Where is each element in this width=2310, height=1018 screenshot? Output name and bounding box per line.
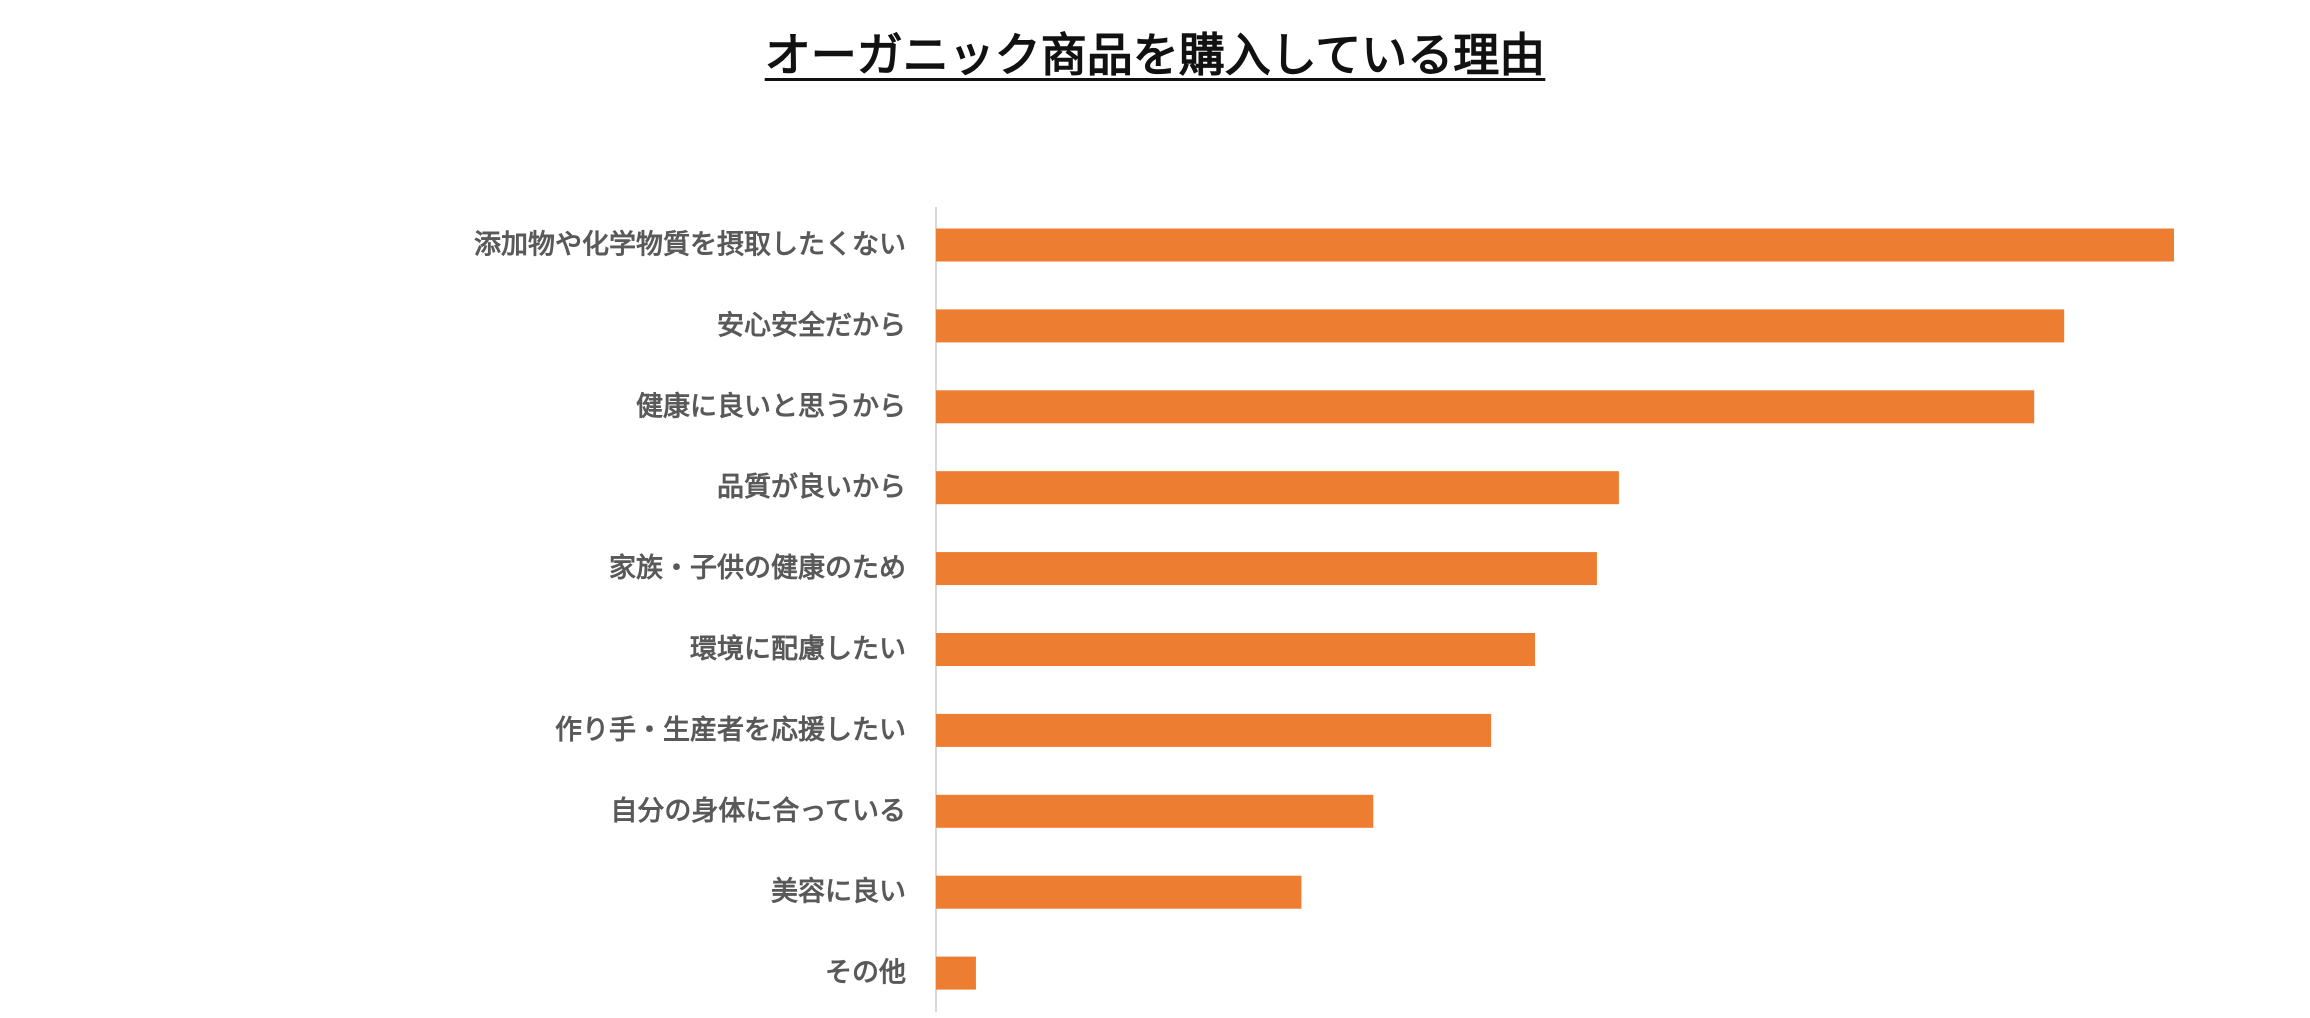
bar <box>936 309 2065 343</box>
bar <box>936 794 1374 828</box>
category-label: 作り手・生産者を応援したい <box>555 714 906 746</box>
bar <box>936 713 1492 747</box>
bar <box>936 390 2035 424</box>
category-label: 家族・子供の健康のため <box>609 552 906 584</box>
category-label: 添加物や化学物質を摂取したくない <box>474 229 906 261</box>
category-label: 品質が良いから <box>717 471 906 503</box>
bar <box>936 875 1302 909</box>
bar <box>936 956 976 990</box>
category-label: その他 <box>825 958 906 989</box>
category-label: 安心安全だから <box>717 309 906 341</box>
bar <box>936 471 1619 505</box>
bar <box>936 633 1536 666</box>
category-label: 環境に配慮したい <box>690 634 906 665</box>
chart-title: オーガニック商品を購入している理由 <box>764 28 1546 82</box>
category-label: 健康に良いと思うから <box>636 390 906 422</box>
bar <box>936 228 2174 262</box>
category-label: 自分の身体に合っている <box>610 795 906 827</box>
bar <box>936 552 1597 586</box>
category-label: 美容に良い <box>771 876 906 908</box>
